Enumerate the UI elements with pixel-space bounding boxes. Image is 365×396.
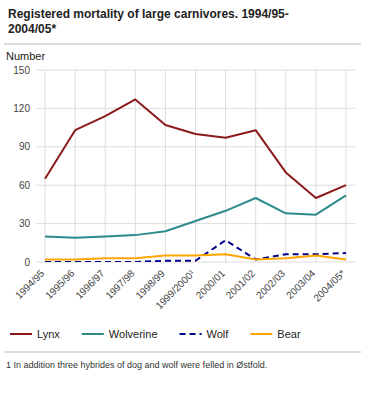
legend-label: Lynx [37,328,60,340]
title-line: Registered mortality of large carnivores… [8,7,289,21]
legend-swatch [10,333,32,335]
footnote-separator [4,352,361,353]
x-tick-label: 1994/95 [13,267,47,301]
separator [4,44,361,45]
x-tick-label: 2004/05* [311,268,347,304]
x-grid-line [345,70,346,262]
x-grid-line [285,70,286,262]
legend: Lynx Wolverine Wolf Bear [10,328,301,340]
x-tick-label: 2001/02 [224,267,258,301]
y-axis-label: Number [6,50,45,62]
y-tick-label: 150 [13,65,30,76]
footnote: 1 In addition three hybrides of dog and … [6,360,267,370]
x-grid-line [195,70,196,262]
x-tick-label: 2000/01 [194,267,228,301]
series-line [45,195,346,237]
y-tick-label: 120 [13,103,30,114]
x-grid-line [75,70,76,262]
series-line [45,254,346,259]
grid [36,70,355,262]
x-grid-line [45,70,46,262]
legend-swatch [82,333,104,335]
title-line: 2004/05* [8,22,56,36]
y-tick-label: 90 [19,141,31,152]
series-line [45,240,346,262]
legend-label: Bear [277,328,301,340]
lines [45,99,346,262]
x-grid-line [255,70,256,262]
legend-swatch [180,333,202,335]
title: Registered mortality of large carnivores… [8,7,289,36]
x-tick-label: 2002/03 [254,267,288,301]
legend-label: Wolf [207,328,230,340]
x-grid-line [105,70,106,262]
legend-swatch [250,333,272,335]
legend-label: Wolverine [109,328,158,340]
chart: Registered mortality of large carnivores… [0,0,365,396]
x-tick-label: 1999/2000¹ [153,267,197,311]
series-line [45,99,346,198]
x-tick-label: 1995/96 [43,267,77,301]
x-grid-line [165,70,166,262]
x-tick-label: 1996/97 [73,267,107,301]
y-tick-label: 60 [19,180,31,191]
y-tick-label: 0 [24,257,30,268]
y-tick-label: 30 [19,218,31,229]
x-grid-line [225,70,226,262]
x-tick-label: 1997/98 [103,267,137,301]
x-grid-line [315,70,316,262]
